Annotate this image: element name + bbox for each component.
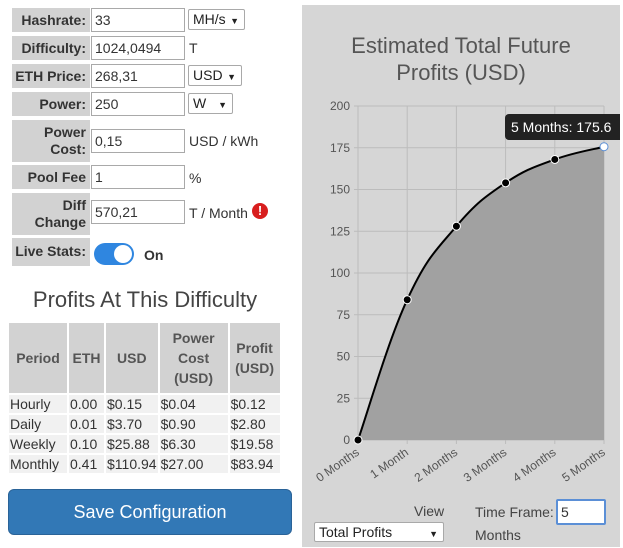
hashrate-label: Hashrate: xyxy=(12,8,90,32)
difficulty-input[interactable] xyxy=(91,36,185,60)
power-cost-label: Power Cost: xyxy=(12,120,90,162)
alert-icon: ! xyxy=(252,203,268,219)
power-cost-label-line1: Power xyxy=(43,124,86,140)
power-unit-select[interactable]: W ▼ xyxy=(188,93,233,114)
chart-title-line1: Estimated Total Future xyxy=(351,33,571,58)
view-label: View xyxy=(414,503,445,519)
power-cost-unit: USD / kWh xyxy=(189,133,259,149)
data-point xyxy=(402,295,412,305)
power-cost-input[interactable] xyxy=(91,129,185,153)
profit-area xyxy=(358,146,604,441)
x-tick-label: 3 Months xyxy=(461,445,509,485)
diff-change-unit: T / Month xyxy=(189,205,248,221)
table-row: Hourly 0.00 $0.15 $0.04 $0.12 xyxy=(9,395,280,413)
table-row: Weekly 0.10 $25.88 $6.30 $19.58 xyxy=(9,435,280,453)
y-tick-label: 75 xyxy=(337,308,351,322)
x-tick-label: 5 Months xyxy=(559,445,607,485)
timeframe-input[interactable] xyxy=(556,499,606,525)
profits-table: Period ETH USD Power Cost (USD) Profit (USD… xyxy=(7,321,282,475)
x-tick-label: 2 Months xyxy=(412,445,460,485)
currency-value: USD xyxy=(193,67,223,83)
view-select[interactable]: Total Profits ▼ xyxy=(314,522,444,542)
col-power-cost: Power Cost (USD) xyxy=(159,323,228,393)
view-value: Total Profits xyxy=(319,524,393,540)
power-input[interactable] xyxy=(91,92,185,116)
chart-tooltip: 5 Months: 175.6 xyxy=(505,114,620,140)
table-row: Daily 0.01 $3.70 $0.90 $2.80 xyxy=(9,415,280,433)
diff-change-input[interactable] xyxy=(91,200,185,224)
power-unit-value: W xyxy=(193,95,207,111)
table-row: Monthly 0.41 $110.94 $27.00 $83.94 xyxy=(9,455,280,473)
diff-change-label: Diff Change xyxy=(12,193,90,235)
data-point xyxy=(353,435,363,445)
data-point xyxy=(501,178,511,188)
chevron-down-icon: ▼ xyxy=(230,16,239,26)
toggle-knob xyxy=(114,245,132,263)
profits-title: Profits At This Difficulty xyxy=(32,287,258,312)
y-tick-label: 175 xyxy=(330,141,350,155)
col-eth: ETH xyxy=(69,323,104,393)
chevron-down-icon: ▼ xyxy=(429,529,438,539)
currency-select[interactable]: USD ▼ xyxy=(188,65,242,86)
col-usd: USD xyxy=(106,323,158,393)
x-tick-label: 1 Month xyxy=(367,445,411,481)
hashrate-input[interactable] xyxy=(91,8,185,32)
power-cost-label-line2: Cost: xyxy=(50,141,86,157)
x-tick-label: 0 Months xyxy=(313,445,361,485)
hashrate-unit-value: MH/s xyxy=(193,11,226,27)
data-point xyxy=(550,154,560,164)
live-stats-state: On xyxy=(144,247,164,263)
x-axis-ticks: 0 Months 1 Month 2 Months 3 Months 4 Months 5… xyxy=(313,445,607,485)
chart-panel: Estimated Total Future Profits (USD) 0 25… xyxy=(302,5,620,547)
chevron-down-icon: ▼ xyxy=(218,100,227,110)
data-point xyxy=(599,142,609,152)
hashrate-unit-select[interactable]: MH/s ▼ xyxy=(188,9,245,30)
pool-fee-input[interactable] xyxy=(91,165,185,189)
eth-price-input[interactable] xyxy=(91,64,185,88)
diff-change-label-line1: Diff xyxy=(62,197,86,213)
col-period: Period xyxy=(9,323,67,393)
y-tick-label: 50 xyxy=(337,350,351,364)
difficulty-unit: T xyxy=(189,40,198,56)
chart-title-line2: Profits (USD) xyxy=(396,60,526,85)
y-tick-label: 100 xyxy=(330,266,350,280)
pool-fee-unit: % xyxy=(189,170,202,186)
chevron-down-icon: ▼ xyxy=(227,72,236,82)
data-points xyxy=(353,142,609,445)
y-tick-label: 200 xyxy=(330,99,350,113)
power-label: Power: xyxy=(12,92,90,116)
save-configuration-button[interactable]: Save Configuration xyxy=(8,489,292,535)
eth-price-label: ETH Price: xyxy=(12,64,90,88)
y-tick-label: 25 xyxy=(337,391,351,405)
timeframe-unit: Months xyxy=(475,527,521,543)
pool-fee-label: Pool Fee xyxy=(12,165,90,189)
col-profit: Profit (USD) xyxy=(229,323,280,393)
table-header-row: Period ETH USD Power Cost (USD) Profit (USD… xyxy=(9,323,280,393)
y-tick-label: 150 xyxy=(330,183,350,197)
x-tick-label: 4 Months xyxy=(510,445,558,485)
data-point xyxy=(451,221,461,231)
y-tick-label: 0 xyxy=(343,433,350,447)
live-stats-toggle[interactable] xyxy=(94,243,134,265)
difficulty-label: Difficulty: xyxy=(12,36,90,60)
diff-change-label-line2: Change xyxy=(34,214,86,230)
live-stats-label: Live Stats: xyxy=(12,238,90,266)
y-tick-label: 125 xyxy=(330,224,350,238)
timeframe-label: Time Frame: xyxy=(475,504,554,520)
profit-chart: 0 25 50 75 100 125 150 175 200 0 Months 1 Month 2 … xyxy=(313,99,609,485)
y-axis-ticks: 0 25 50 75 100 125 150 175 200 xyxy=(330,99,350,447)
